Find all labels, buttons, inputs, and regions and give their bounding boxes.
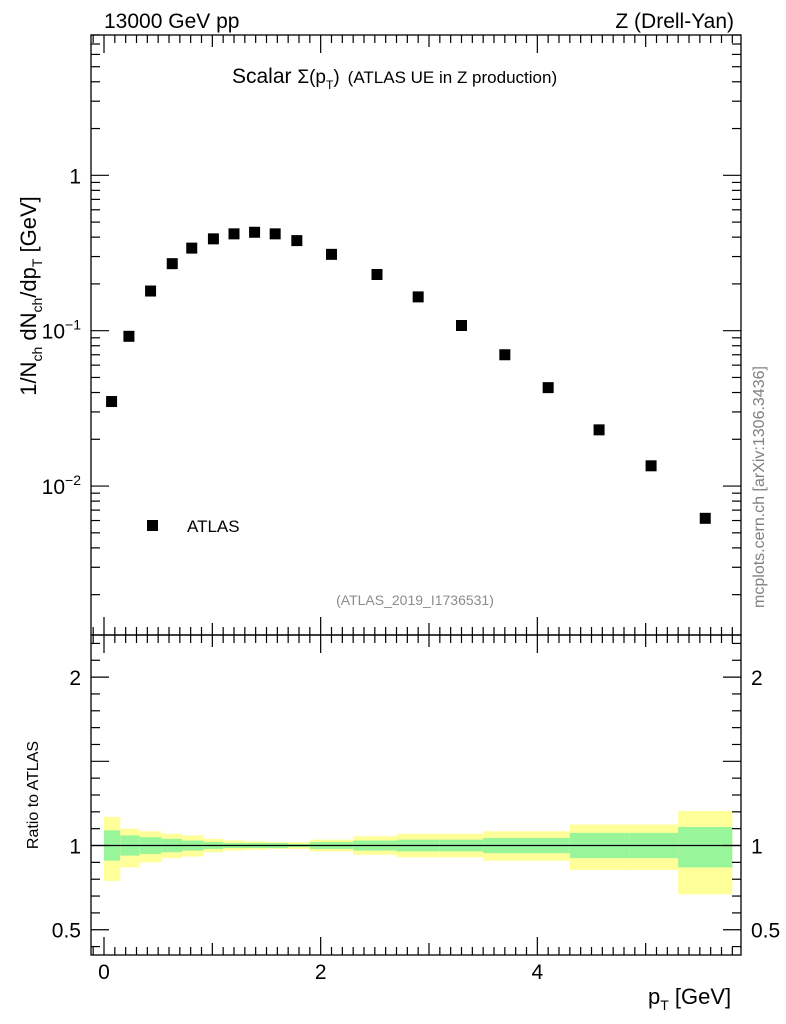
data-point (456, 319, 467, 331)
data-point (291, 235, 303, 247)
analysis-id: (ATLAS_2019_I1736531) (336, 592, 494, 608)
y-axis-label-bottom: Ratio to ATLAS (25, 741, 42, 849)
bottom-panel-frame (90, 634, 742, 956)
x-tick-label: 2 (315, 961, 327, 984)
y-axis-label-top: 1/Nch dNch/dpT [GeV] (16, 196, 45, 396)
legend-label: ATLAS (187, 517, 240, 536)
y-tick-label-bottom-left: 2 (69, 667, 81, 690)
axis-ticks (91, 34, 741, 955)
plot-title-sigma: Σ(p (297, 67, 326, 88)
plot-title-close: ) (333, 67, 339, 88)
data-point (186, 242, 198, 254)
data-point (228, 228, 240, 240)
x-tick-label: 0 (98, 961, 110, 984)
data-point (207, 233, 219, 245)
y-tick-label-top: 10−2 (42, 472, 82, 499)
data-markers (106, 226, 711, 524)
data-point (145, 285, 157, 297)
x-tick-label: 4 (531, 961, 543, 984)
y-tick-label-top: 10−1 (42, 317, 82, 344)
data-point (166, 258, 178, 270)
y-tick-label-bottom-right: 2 (751, 667, 763, 690)
data-point (412, 291, 424, 303)
plot-title-suffix: (ATLAS UE in Z production) (348, 68, 557, 87)
plot-title: Scalar Σ(pT) (ATLAS UE in Z production) (232, 65, 557, 92)
data-point (123, 330, 135, 342)
y-tick-label-bottom-left: 0.5 (52, 920, 81, 943)
plot-frames (90, 34, 742, 956)
x-axis-label: pT [GeV] (648, 984, 731, 1013)
data-point (269, 228, 281, 240)
data-point (542, 382, 554, 394)
plot-title-sub: T (326, 78, 334, 92)
data-point (499, 349, 511, 361)
y-tick-label-bottom-left: 1 (69, 836, 81, 859)
data-point (699, 512, 711, 524)
y-tick-label-bottom-right: 1 (751, 836, 763, 859)
data-point (645, 460, 657, 472)
watermark: mcplots.cern.ch [arXiv:1306.3436] (751, 366, 768, 608)
data-point (106, 396, 118, 408)
data-point (593, 424, 605, 436)
data-point (371, 268, 383, 280)
data-point (249, 226, 261, 238)
data-point (326, 248, 337, 260)
header-left: 13000 GeV pp (104, 10, 239, 33)
plot-title-prefix: Scalar (232, 65, 297, 88)
header-right: Z (Drell-Yan) (615, 10, 734, 33)
band-inner-bin (678, 827, 733, 868)
legend-marker (147, 520, 158, 531)
y-tick-label-top: 1 (69, 165, 81, 188)
tick-labels: 1 10−1 10−2 0 2 4 0.5 0.5 1 1 2 2 (42, 165, 781, 984)
y-tick-label-bottom-right: 0.5 (751, 920, 780, 943)
